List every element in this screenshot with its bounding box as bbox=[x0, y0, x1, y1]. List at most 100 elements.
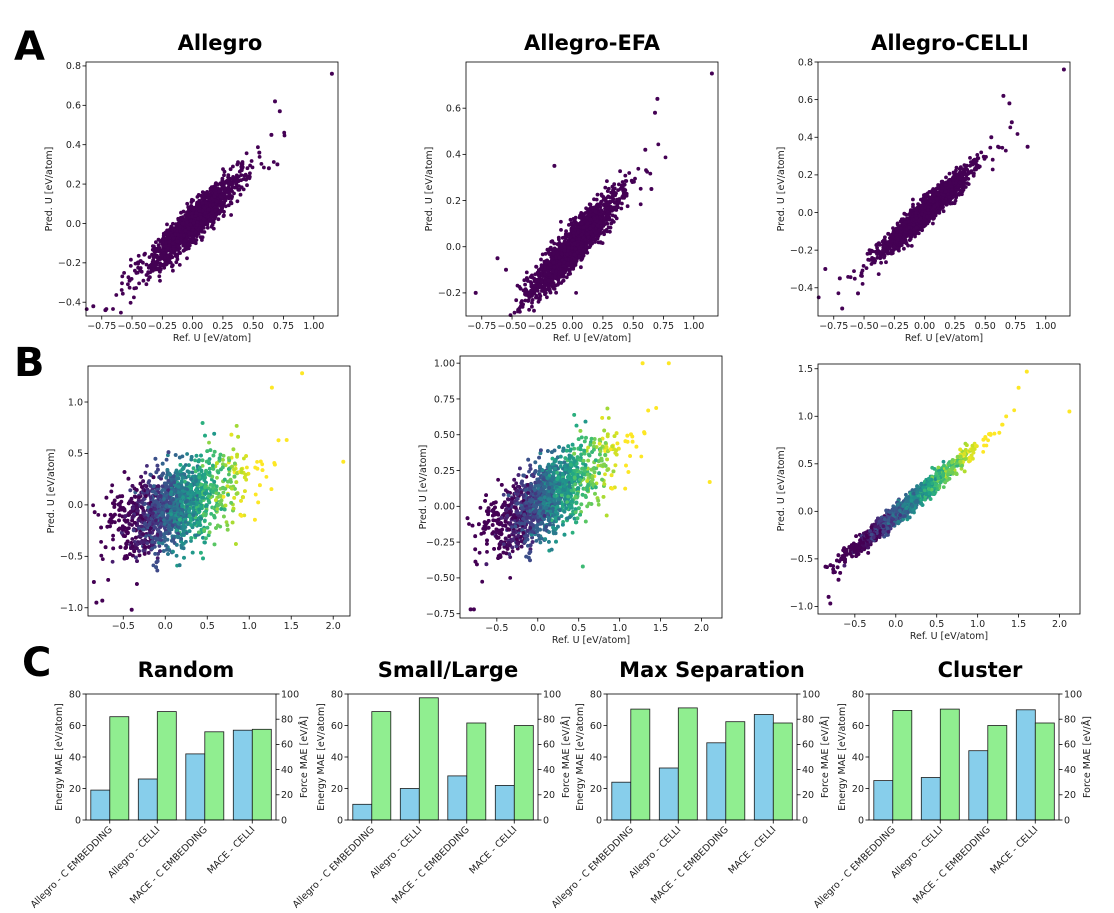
y-tick-label: −0.4 bbox=[58, 298, 81, 309]
scatter-point bbox=[138, 259, 143, 263]
scatter-point bbox=[200, 201, 205, 206]
scatter-point bbox=[920, 212, 924, 216]
scatter-point bbox=[588, 217, 593, 222]
scatter-point bbox=[120, 281, 124, 286]
scatter-point bbox=[202, 206, 207, 211]
scatter-point bbox=[984, 155, 988, 159]
scatter-point bbox=[532, 276, 536, 281]
x-tick-label: 0.25 bbox=[212, 321, 233, 332]
scatter-point bbox=[567, 269, 572, 273]
y-tick-label: 0.6 bbox=[798, 95, 813, 106]
scatter-point bbox=[540, 252, 545, 257]
scatter-point bbox=[911, 197, 915, 202]
y-tick-label: −0.2 bbox=[790, 245, 813, 256]
scatter-point bbox=[473, 290, 478, 295]
scatter-point bbox=[127, 278, 132, 283]
y-axis-label: Pred. U [eV/atom] bbox=[424, 147, 435, 232]
scatter-chart-a1: Allegro−0.75 −0.50 −0.25 0.00 0.25 0.50 0.75 1.… bbox=[44, 31, 339, 344]
scatter-point bbox=[205, 225, 210, 230]
scatter-point bbox=[906, 243, 910, 248]
scatter-point bbox=[150, 247, 155, 252]
scatter-point bbox=[564, 240, 568, 245]
scatter-point bbox=[213, 208, 218, 213]
scatter-point bbox=[593, 206, 598, 211]
x-tick-label: −0.50 bbox=[117, 321, 146, 332]
scatter-point bbox=[143, 251, 147, 256]
scatter-point bbox=[605, 179, 609, 184]
scatter-point bbox=[648, 171, 653, 176]
scatter-point bbox=[655, 96, 660, 101]
scatter-point bbox=[894, 228, 899, 232]
scatter-point bbox=[111, 307, 115, 311]
scatter-point bbox=[548, 263, 552, 267]
scatter-point bbox=[904, 212, 909, 217]
x-tick-label: 0.50 bbox=[623, 321, 644, 332]
scatter-point bbox=[935, 197, 939, 202]
scatter-point bbox=[530, 298, 535, 302]
panel-label-b: B bbox=[14, 340, 45, 386]
scatter-point bbox=[552, 163, 557, 168]
scatter-point bbox=[539, 279, 544, 284]
scatter-point bbox=[627, 171, 632, 175]
scatter-point bbox=[220, 205, 224, 210]
scatter-point bbox=[891, 226, 895, 231]
scatter-point bbox=[193, 214, 198, 218]
scatter-point bbox=[171, 236, 176, 241]
scatter-point bbox=[848, 275, 853, 280]
chart-title: Allegro-CELLI bbox=[871, 31, 1029, 55]
scatter-point bbox=[144, 262, 149, 267]
scatter-point bbox=[989, 135, 994, 140]
y-tick-label: 0.6 bbox=[66, 101, 81, 112]
scatter-point bbox=[178, 215, 183, 220]
scatter-point bbox=[197, 209, 202, 213]
scatter-point bbox=[852, 276, 857, 281]
scatter-point bbox=[119, 310, 123, 315]
scatter-point bbox=[587, 202, 592, 207]
scatter-point bbox=[126, 282, 130, 287]
panel-label-c: C bbox=[22, 640, 51, 686]
scatter-point bbox=[259, 162, 264, 166]
scatter-point bbox=[120, 274, 125, 279]
scatter-point bbox=[975, 153, 980, 157]
scatter-point bbox=[840, 306, 845, 311]
scatter-point bbox=[559, 228, 563, 232]
scatter-point bbox=[837, 276, 842, 281]
scatter-point bbox=[902, 246, 906, 251]
scatter-point bbox=[119, 288, 124, 292]
scatter-point bbox=[586, 235, 591, 240]
scatter-point bbox=[943, 183, 948, 187]
scatter-point bbox=[214, 181, 218, 186]
scatter-point bbox=[133, 261, 138, 266]
scatter-point bbox=[921, 203, 925, 207]
scatter-point bbox=[202, 230, 207, 234]
scatter-point bbox=[529, 282, 534, 287]
scatter-point bbox=[495, 256, 500, 261]
scatter-point bbox=[186, 242, 190, 247]
scatter-point bbox=[185, 256, 189, 261]
scatter-point bbox=[625, 204, 630, 209]
scatter-point bbox=[612, 182, 617, 187]
scatter-point bbox=[206, 207, 211, 212]
scatter-point bbox=[947, 171, 952, 176]
scatter-point bbox=[941, 193, 946, 198]
scatter-point bbox=[600, 241, 605, 246]
scatter-point bbox=[571, 231, 576, 235]
scatter-point bbox=[573, 247, 578, 251]
scatter-point bbox=[579, 265, 583, 270]
scatter-point bbox=[709, 71, 714, 76]
scatter-point bbox=[931, 188, 935, 193]
scatter-point bbox=[183, 239, 188, 244]
x-axis-label: Ref. U [eV/atom] bbox=[905, 333, 983, 344]
scatter-point bbox=[176, 221, 181, 226]
scatter-point bbox=[543, 265, 547, 269]
scatter-point bbox=[103, 308, 108, 313]
scatter-point bbox=[144, 282, 149, 287]
plot-frame bbox=[465, 61, 719, 317]
scatter-point bbox=[210, 187, 214, 191]
scatter-point bbox=[1008, 125, 1013, 130]
scatter-point bbox=[925, 214, 929, 219]
scatter-point bbox=[282, 133, 287, 138]
scatter-point bbox=[602, 229, 607, 233]
scatter-point bbox=[599, 208, 604, 213]
scatter-point bbox=[159, 263, 164, 268]
